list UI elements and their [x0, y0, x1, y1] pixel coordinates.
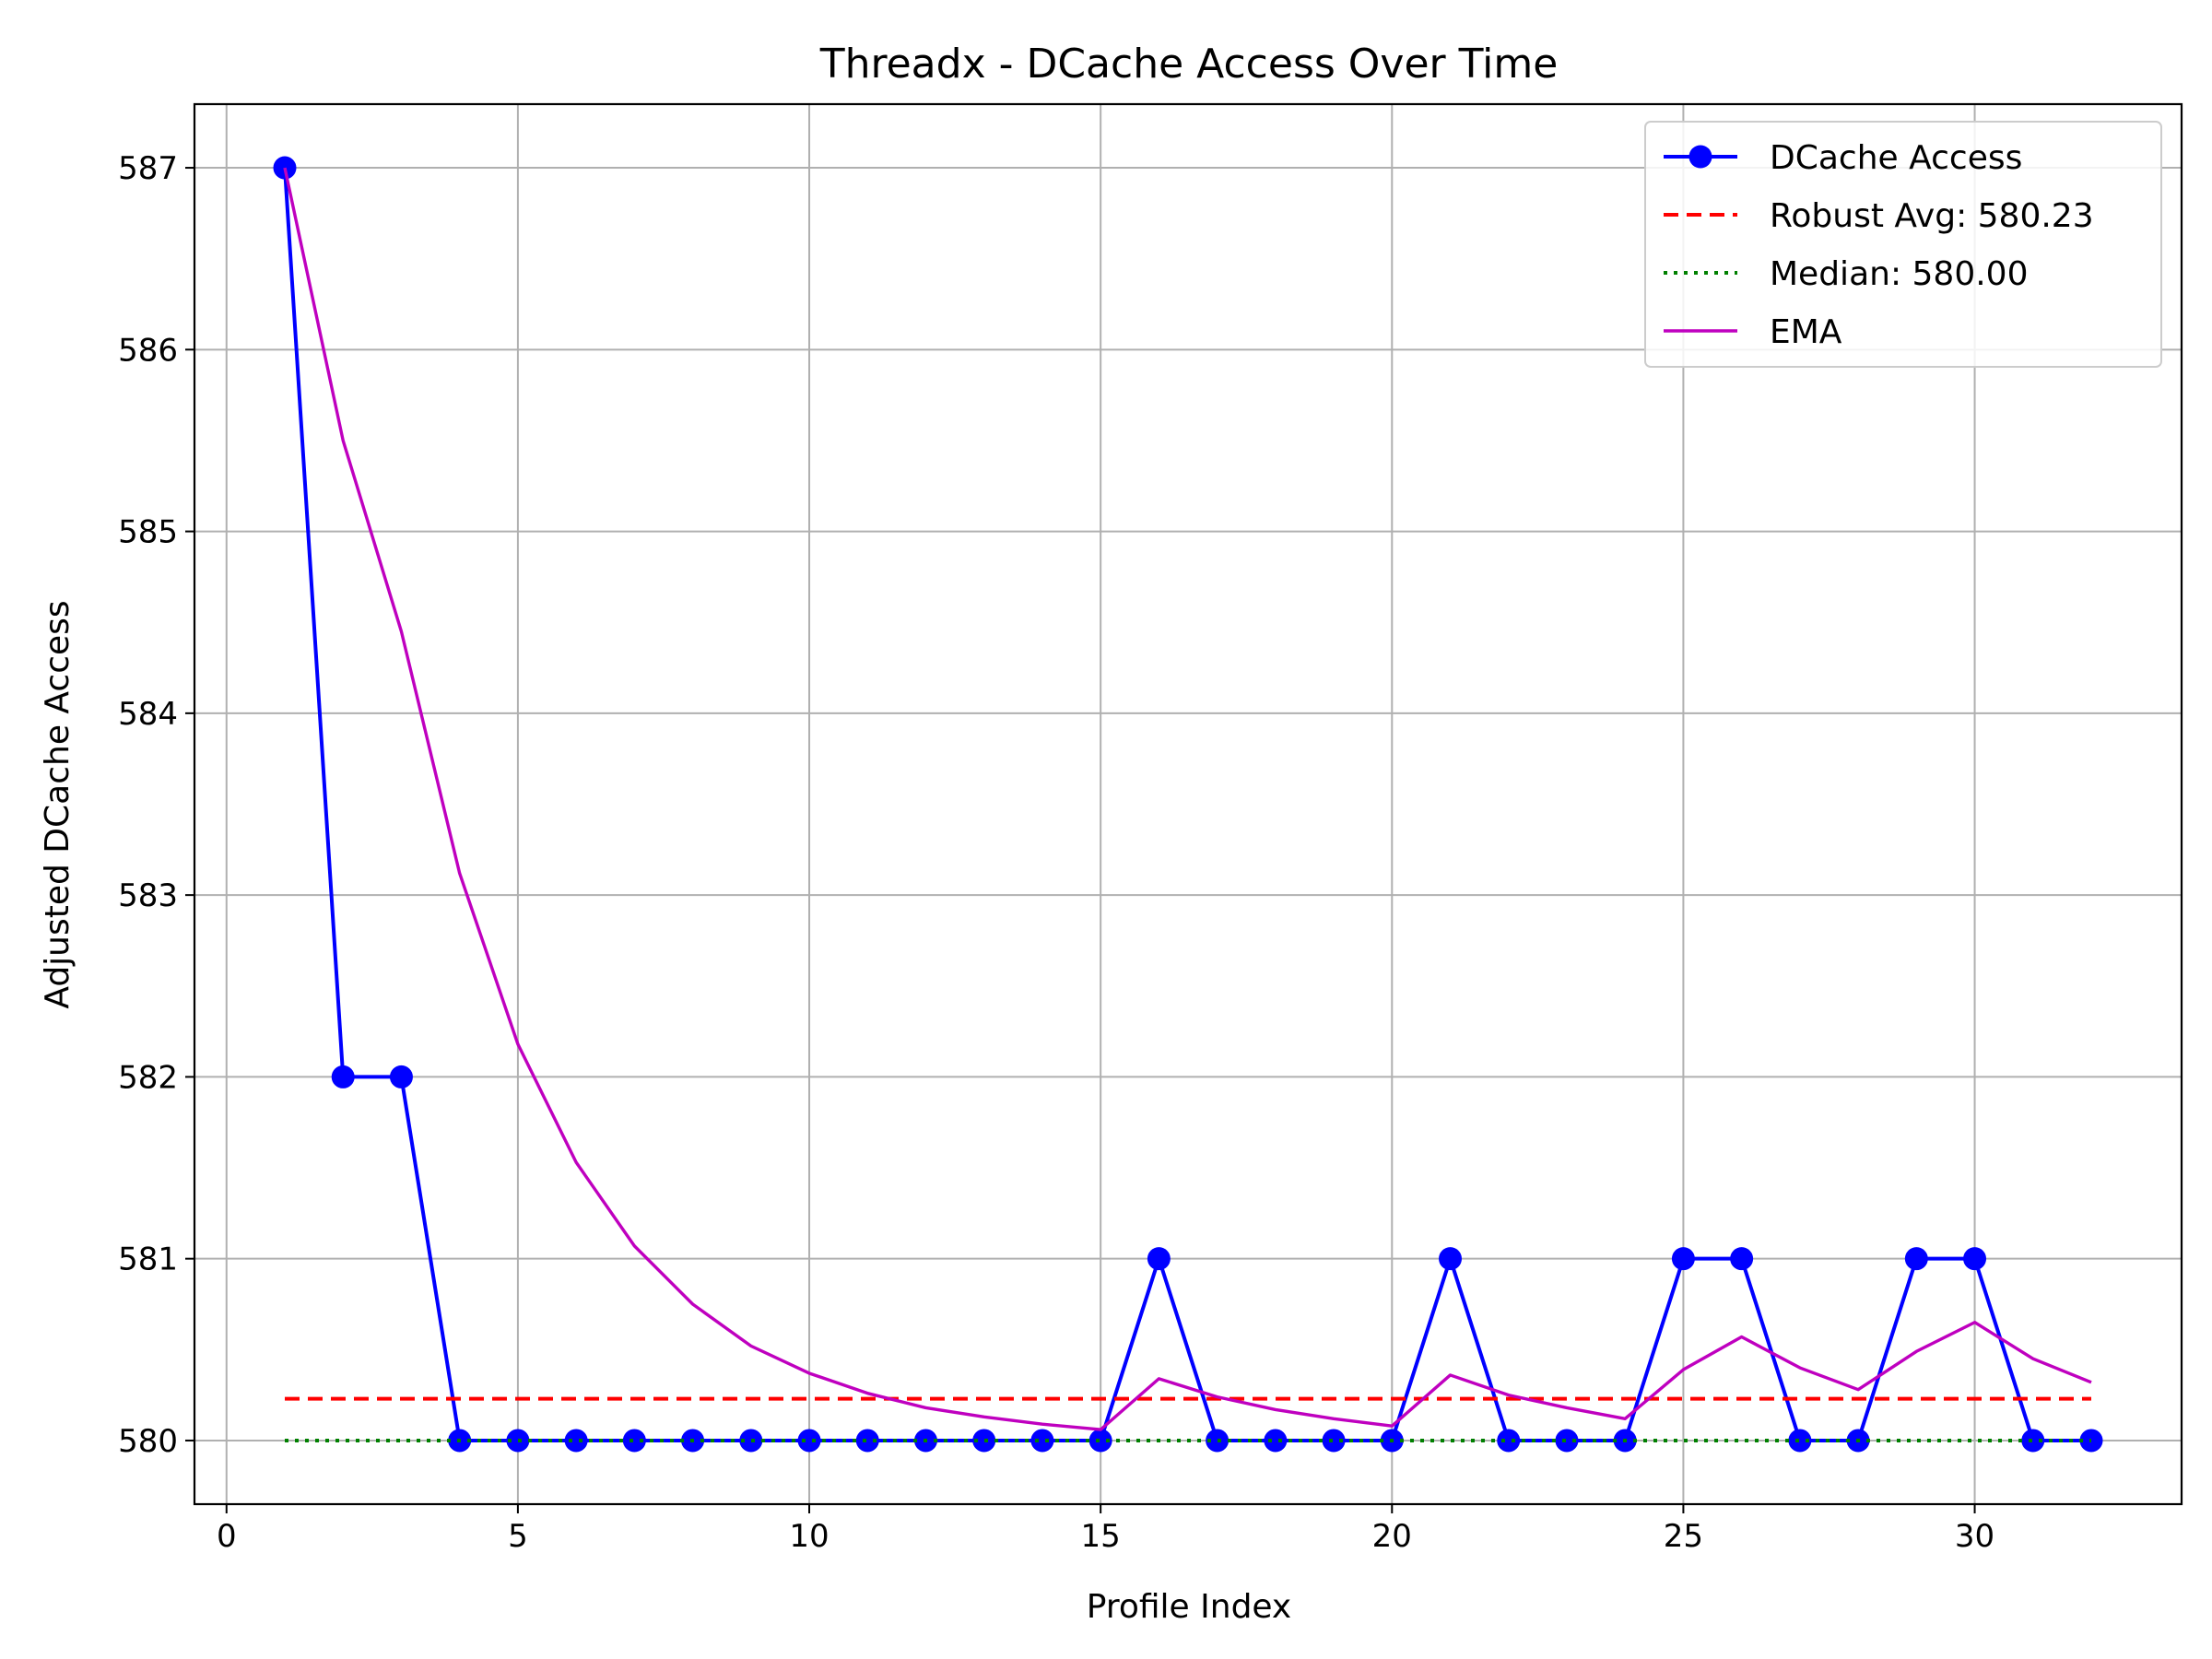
plot-frame [193, 102, 2183, 1506]
data-point [1322, 1429, 1346, 1453]
data-point [797, 1429, 821, 1453]
y-tick-label: 582 [118, 1059, 178, 1096]
data-point [1439, 1247, 1463, 1271]
y-tick-label: 586 [118, 332, 178, 369]
legend-entry-label: Median: 580.00 [1770, 255, 2028, 293]
data-point [1555, 1429, 1579, 1453]
x-tick-label: 0 [217, 1518, 237, 1555]
data-point [972, 1429, 996, 1453]
series-line-ema [283, 167, 2092, 1431]
series-layer [273, 156, 2103, 1453]
x-tick-label: 25 [1664, 1518, 1703, 1555]
data-point [1730, 1247, 1754, 1271]
y-tick-label: 581 [118, 1241, 178, 1278]
data-point [564, 1429, 588, 1453]
data-point [1963, 1247, 1987, 1271]
data-point [389, 1065, 413, 1088]
legend: DCache Access Robust Avg: 580.23 Median: 5… [1644, 121, 2162, 368]
x-tick-label: 10 [789, 1518, 829, 1555]
x-axis-label: Profile Index [1087, 1588, 1292, 1626]
y-tick-label: 587 [118, 150, 178, 187]
y-tick-label: 584 [118, 696, 178, 733]
x-tick-label: 15 [1081, 1518, 1121, 1555]
y-axis-label: Adjusted DCache Access [39, 600, 76, 1008]
axis-ticks: 0 5 10 15 20 25 30 580 581 582 583 584 585 586 587 [118, 150, 1994, 1555]
x-tick-label: 20 [1372, 1518, 1412, 1555]
data-point [1264, 1429, 1288, 1453]
legend-entry-label: EMA [1770, 313, 1842, 351]
data-point [622, 1429, 646, 1453]
data-point [1147, 1247, 1171, 1271]
chart-title: Threadx - DCache Access Over Time [819, 41, 1559, 88]
data-point [1497, 1429, 1521, 1453]
data-point [331, 1065, 355, 1088]
data-point [1904, 1247, 1928, 1271]
data-point [1088, 1429, 1112, 1453]
y-tick-label: 585 [118, 514, 178, 551]
legend-entry-label: Robust Avg: 580.23 [1770, 197, 2094, 235]
data-point [855, 1429, 879, 1453]
y-tick-label: 583 [118, 877, 178, 914]
legend-marker [1688, 145, 1712, 169]
data-point [1788, 1429, 1812, 1453]
data-point [739, 1429, 763, 1453]
legend-box [1644, 121, 2162, 368]
legend-entry-label: DCache Access [1770, 139, 2022, 177]
data-point [506, 1429, 530, 1453]
data-point [1671, 1247, 1695, 1271]
data-point [1030, 1429, 1054, 1453]
data-point [2021, 1429, 2045, 1453]
x-tick-label: 30 [1955, 1518, 1994, 1555]
y-tick-label: 580 [118, 1423, 178, 1460]
x-tick-label: 5 [508, 1518, 528, 1555]
data-point [1206, 1429, 1230, 1453]
